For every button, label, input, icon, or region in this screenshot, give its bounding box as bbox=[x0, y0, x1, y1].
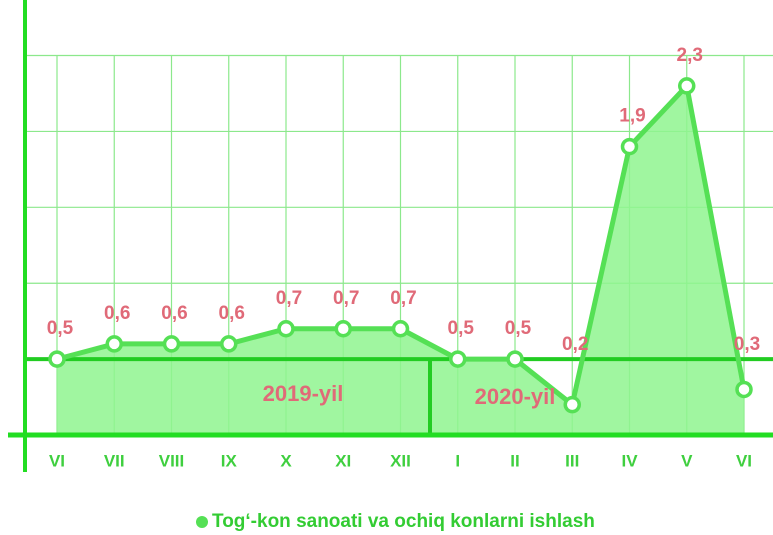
point bbox=[506, 350, 524, 368]
point bbox=[334, 320, 352, 338]
point bbox=[678, 77, 696, 95]
data-label: 0,5 bbox=[505, 318, 532, 339]
x-tick-label: VI bbox=[49, 451, 65, 470]
point bbox=[735, 380, 753, 399]
point bbox=[277, 320, 295, 338]
data-label: 0,7 bbox=[276, 288, 302, 309]
x-tick-label: X bbox=[280, 451, 292, 470]
x-tick-label: XII bbox=[390, 451, 411, 470]
x-tick-label: IX bbox=[221, 451, 238, 470]
annotation: 2019-yil bbox=[263, 381, 344, 406]
point bbox=[563, 395, 581, 414]
data-label: 0,7 bbox=[333, 288, 359, 309]
legend-label: Tog‘-kon sanoati va ochiq konlarni ishla… bbox=[212, 511, 595, 532]
legend: Tog‘-kon sanoati va ochiq konlarni ishla… bbox=[196, 511, 595, 532]
point bbox=[449, 350, 467, 368]
data-label: 0,5 bbox=[47, 318, 74, 339]
point bbox=[391, 320, 410, 338]
data-label: 0,3 bbox=[734, 334, 760, 355]
data-label: 0,5 bbox=[448, 318, 475, 339]
data-label: 0,6 bbox=[219, 303, 245, 324]
data-label: 2,3 bbox=[677, 45, 703, 66]
x-tick-label: IV bbox=[621, 451, 638, 470]
point bbox=[620, 137, 639, 156]
x-tick-label: I bbox=[455, 451, 460, 470]
data-label: 0,2 bbox=[562, 334, 588, 355]
point bbox=[220, 335, 238, 353]
point bbox=[162, 335, 181, 353]
x-tick-label: XI bbox=[335, 451, 351, 470]
point bbox=[48, 350, 66, 368]
x-tick-label: V bbox=[681, 451, 693, 470]
plot: 0,5VI0,6VII0,6VIII0,6IX0,7X0,7XI0,7XII0,… bbox=[8, 0, 773, 532]
x-tick-label: VIII bbox=[159, 451, 185, 470]
annotation: 2020-yil bbox=[475, 384, 556, 409]
data-label: 1,9 bbox=[619, 106, 645, 127]
x-tick-label: III bbox=[565, 451, 579, 470]
x-tick-label: VI bbox=[736, 451, 752, 470]
data-label: 0,7 bbox=[390, 288, 416, 309]
point bbox=[105, 335, 123, 353]
data-label: 0,6 bbox=[161, 303, 187, 324]
x-tick-label: VII bbox=[104, 451, 125, 470]
data-label: 0,6 bbox=[104, 303, 130, 324]
x-tick-label: II bbox=[510, 451, 519, 470]
legend-marker bbox=[196, 516, 208, 528]
